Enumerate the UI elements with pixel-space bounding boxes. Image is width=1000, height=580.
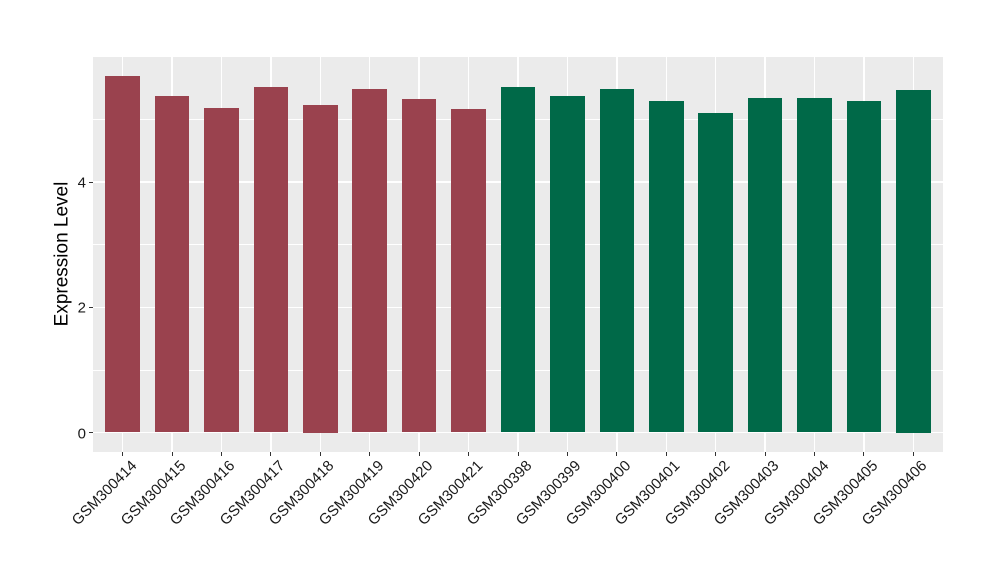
bar-GSM300401 (649, 100, 684, 433)
bar-GSM300405 (846, 101, 882, 433)
bar-GSM300404 (797, 97, 832, 433)
x-tick-mark-GSM300406 (912, 452, 914, 456)
plot-panel (93, 57, 943, 452)
x-tick-mark-GSM300420 (418, 452, 420, 456)
y-tick-mark-0 (89, 432, 93, 433)
bar-GSM300418 (303, 104, 338, 433)
bar-GSM300417 (253, 86, 289, 433)
x-tick-mark-GSM300417 (270, 452, 272, 456)
bar-GSM300406 (896, 89, 931, 433)
y-tick-label-text: 0 (77, 425, 86, 442)
x-tick-mark-GSM300404 (814, 452, 815, 456)
bar-GSM300416 (204, 108, 239, 433)
y-tick-mark-4 (89, 181, 93, 183)
bar-GSM300400 (599, 88, 635, 433)
bar-GSM300420 (401, 98, 437, 433)
x-tick-mark-GSM300415 (171, 452, 173, 456)
bar-GSM300419 (352, 88, 387, 433)
x-tick-mark-GSM300421 (468, 452, 470, 456)
x-tick-mark-GSM300400 (616, 452, 618, 456)
bar-GSM300421 (451, 108, 486, 433)
y-tick-label-text: 4 (77, 174, 86, 192)
x-tick-mark-GSM300405 (863, 452, 865, 456)
x-tick-mark-GSM300418 (319, 452, 321, 456)
x-tick-mark-GSM300402 (715, 452, 717, 456)
x-tick-mark-GSM300398 (517, 452, 519, 456)
bar-GSM300415 (154, 96, 190, 433)
x-tick-mark-GSM300416 (220, 452, 222, 456)
y-tick-label-text: 2 (77, 299, 86, 317)
x-tick-mark-GSM300399 (566, 452, 568, 456)
x-tick-mark-GSM300414 (122, 452, 124, 456)
bar-GSM300402 (698, 113, 733, 433)
bar-GSM300399 (550, 96, 585, 433)
x-tick-mark-GSM300419 (369, 452, 371, 456)
bar-GSM300398 (500, 86, 536, 433)
x-tick-mark-GSM300401 (665, 452, 667, 456)
bar-GSM300403 (747, 97, 783, 433)
y-axis-title-label: Expression Level (51, 181, 73, 327)
bar-GSM300414 (105, 75, 140, 433)
x-tick-mark-GSM300403 (764, 452, 766, 456)
y-tick-mark-2 (89, 306, 93, 308)
